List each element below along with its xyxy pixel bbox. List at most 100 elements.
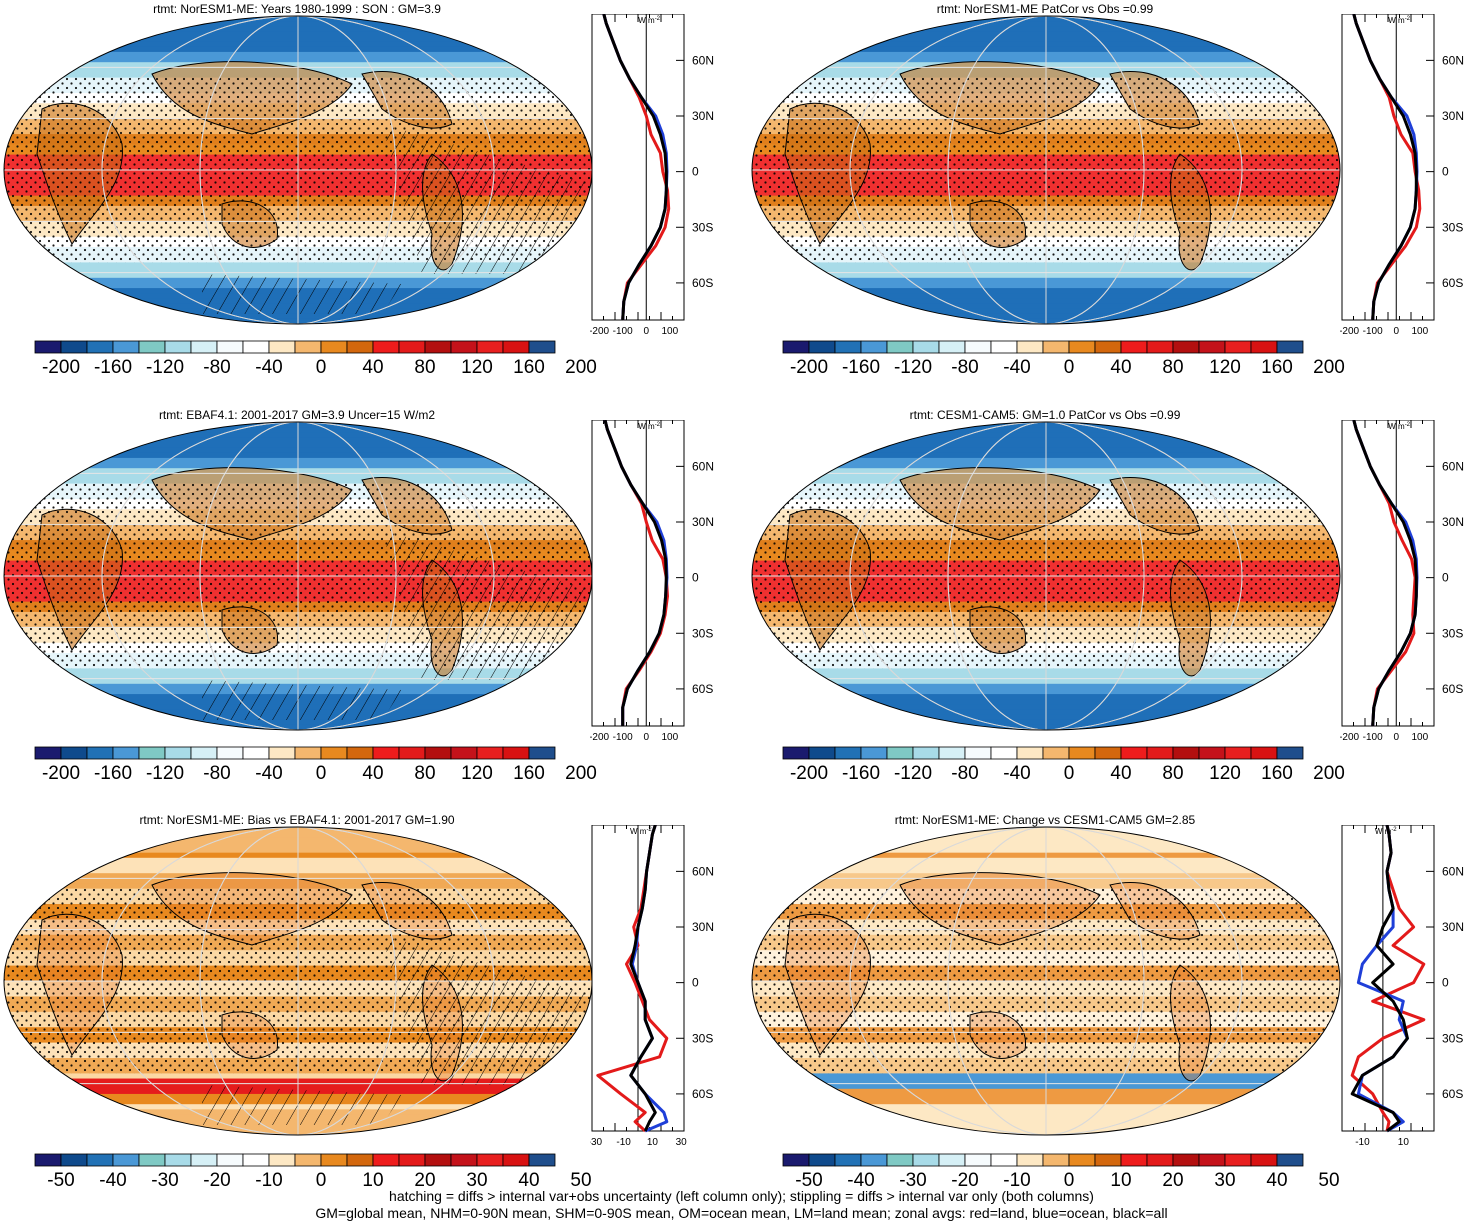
- zonal-line-land: [602, 14, 671, 321]
- colorbar: [782, 1153, 1304, 1167]
- colorbar-tick-label: 0: [1063, 357, 1075, 378]
- zonal-x-tick-label: 100: [1412, 326, 1429, 337]
- zonal-mean-plot: 60N 30N 0 30S 60S -200 -100 0 100 W m-2: [590, 420, 714, 743]
- zonal-lat-label: 30S: [692, 1031, 713, 1045]
- zonal-lat-label: 30N: [692, 515, 714, 529]
- zonal-lat-label: 0: [1442, 571, 1449, 585]
- zonal-line-all: [602, 14, 668, 321]
- colorbar-tick-label: -120: [145, 357, 185, 378]
- zonal-lat-label: 0: [1442, 976, 1449, 990]
- zonal-x-tick-label: -200: [590, 732, 610, 743]
- zonal-lat-label: 30S: [1442, 626, 1463, 640]
- zonal-x-tick-label: 0: [1393, 326, 1399, 337]
- colorbar-tick-label: -120: [145, 763, 185, 784]
- zonal-lat-label: 30N: [692, 109, 714, 123]
- colorbar-tick-label: -40: [1003, 357, 1031, 378]
- zonal-lat-label: 30S: [1442, 220, 1463, 234]
- colorbar-tick-label: 10: [362, 1170, 384, 1191]
- colorbar-tick-label: 40: [362, 763, 384, 784]
- colorbar-tick-label: 50: [1318, 1170, 1340, 1191]
- zonal-x-tick-label: -200: [590, 326, 610, 337]
- zonal-line-all: [1352, 14, 1418, 321]
- zonal-x-tick-label: -10: [616, 1137, 631, 1148]
- zonal-lat-label: 60N: [1442, 53, 1464, 67]
- zonal-x-tick-label: 10: [647, 1137, 659, 1148]
- colorbar-tick-label: 80: [1162, 357, 1184, 378]
- colorbar-tick-label: 20: [414, 1170, 436, 1191]
- panel-title: rtmt: NorESM1-ME: Bias vs EBAF4.1: 2001-…: [139, 813, 455, 827]
- colorbar-tick-label: -30: [899, 1170, 927, 1191]
- zonal-x-tick-label: 100: [1412, 732, 1429, 743]
- colorbar-tick-label: 40: [518, 1170, 540, 1191]
- colorbar-tick-label: 80: [414, 763, 436, 784]
- zonal-line-land: [596, 825, 669, 1133]
- colorbar-tick-label: 200: [565, 357, 597, 378]
- zonal-lat-label: 30N: [1442, 515, 1464, 529]
- colorbar-tick-label: 0: [1063, 1170, 1075, 1191]
- zonal-line-ocean: [603, 420, 669, 726]
- zonal-unit-label: W m-2: [638, 16, 660, 25]
- zonal-x-tick-label: 100: [662, 732, 679, 743]
- colorbar-tick-label: 20: [1162, 1170, 1184, 1191]
- colorbar-tick-label: 80: [414, 357, 436, 378]
- zonal-x-tick-label: 0: [643, 732, 649, 743]
- zonal-unit-label: W m-2: [630, 827, 652, 836]
- colorbar-tick-label: 120: [461, 357, 493, 378]
- colorbar-tick-label: 0: [315, 357, 327, 378]
- zonal-lat-label: 30N: [1442, 109, 1464, 123]
- colorbar-tick-label: 160: [1261, 357, 1293, 378]
- zonal-x-tick-label: 100: [662, 326, 679, 337]
- panel-title: rtmt: NorESM1-ME PatCor vs Obs =0.99: [936, 2, 1154, 16]
- colorbar-tick-label: 40: [362, 357, 384, 378]
- robinson-map: [3, 421, 593, 731]
- zonal-lat-label: 0: [692, 976, 699, 990]
- zonal-lat-label: 60S: [692, 1087, 713, 1101]
- colorbar-tick-label: 40: [1110, 357, 1132, 378]
- colorbar-tick-label: -200: [41, 357, 81, 378]
- zonal-lat-label: 60S: [1442, 1087, 1463, 1101]
- colorbar-tick-label: -10: [1003, 1170, 1031, 1191]
- colorbar-tick-label: 200: [565, 763, 597, 784]
- zonal-mean-plot: 60N 30N 0 30S 60S -200 -100 0 100 W m-2: [1340, 14, 1464, 337]
- colorbar-tick-label: -200: [41, 763, 81, 784]
- zonal-mean-plot: 60N 30N 0 30S 60S -30 -10 10 30 W m-2: [590, 825, 714, 1148]
- robinson-map: [751, 15, 1341, 325]
- colorbar: [782, 340, 1304, 354]
- robinson-map: [751, 826, 1341, 1136]
- colorbar: [34, 340, 556, 354]
- colorbar-tick-label: -50: [47, 1170, 75, 1191]
- zonal-x-tick-label: 0: [1393, 732, 1399, 743]
- colorbar-tick-label: -80: [203, 357, 231, 378]
- colorbar-tick-label: -160: [841, 357, 881, 378]
- colorbar-tick-label: 120: [461, 763, 493, 784]
- robinson-map: [3, 826, 593, 1136]
- zonal-lat-label: 60N: [1442, 864, 1464, 878]
- colorbar-tick-label: -160: [93, 763, 133, 784]
- panel-title: rtmt: EBAF4.1: 2001-2017 GM=3.9 Uncer=15…: [158, 408, 436, 422]
- zonal-x-tick-label: -30: [590, 1137, 603, 1148]
- zonal-x-tick-label: -100: [1363, 326, 1383, 337]
- colorbar-tick-label: 120: [1209, 357, 1241, 378]
- zonal-x-tick-label: -100: [1363, 732, 1383, 743]
- zonal-lat-label: 60S: [1442, 276, 1463, 290]
- zonal-lat-label: 0: [692, 165, 699, 179]
- colorbar-tick-label: 160: [513, 357, 545, 378]
- colorbar-tick-label: 30: [1214, 1170, 1236, 1191]
- colorbar-tick-label: -40: [1003, 763, 1031, 784]
- colorbar: [34, 746, 556, 760]
- colorbar-tick-label: 160: [513, 763, 545, 784]
- colorbar-tick-label: 0: [315, 763, 327, 784]
- colorbar-tick-label: 80: [1162, 763, 1184, 784]
- zonal-x-tick-label: 30: [676, 1137, 688, 1148]
- zonal-mean-plot: 60N 30N 0 30S 60S -200 -100 0 100 W m-2: [590, 14, 714, 337]
- colorbar-tick-label: 0: [1063, 763, 1075, 784]
- colorbar-tick-label: 200: [1313, 763, 1345, 784]
- zonal-x-tick-label: -100: [613, 732, 633, 743]
- colorbar-tick-label: -120: [893, 763, 933, 784]
- zonal-mean-plot: 60N 30N 0 30S 60S -10 10 W m-2: [1341, 825, 1464, 1148]
- panel-title: rtmt: NorESM1-ME: Years 1980-1999 : SON …: [153, 2, 441, 16]
- colorbar-tick-label: -40: [255, 357, 283, 378]
- colorbar-tick-label: -50: [795, 1170, 823, 1191]
- zonal-unit-label: W m-2: [638, 422, 660, 431]
- zonal-lat-label: 60N: [692, 864, 714, 878]
